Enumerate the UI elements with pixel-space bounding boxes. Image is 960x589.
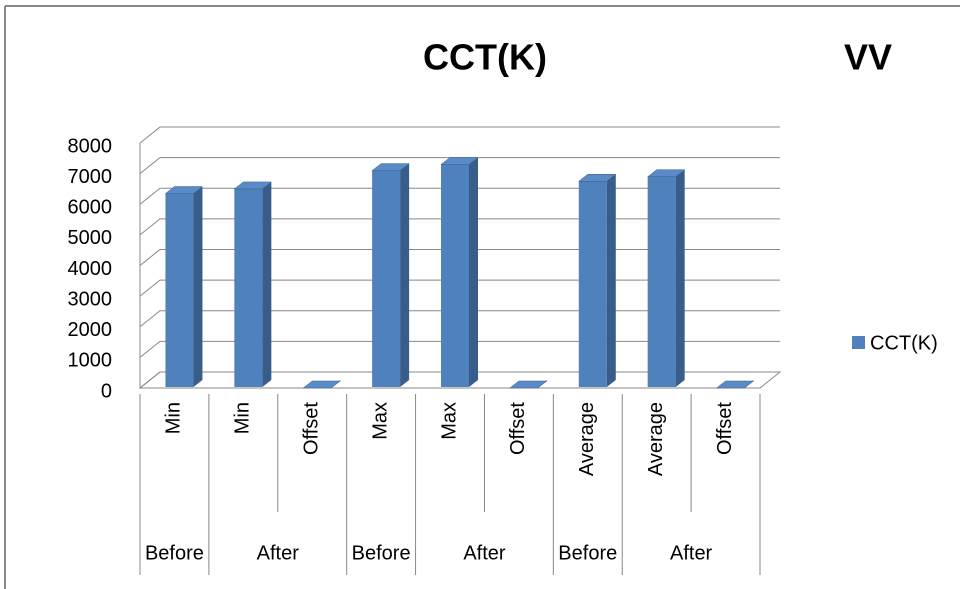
bar-front	[165, 193, 194, 387]
y-tick-label: 1000	[68, 350, 113, 372]
y-tick-label: 0	[101, 380, 112, 402]
bar	[164, 186, 204, 387]
grid-line	[139, 157, 780, 175]
chart-title: CCT(K)	[423, 37, 547, 78]
y-tick-label: 7000	[68, 166, 113, 188]
grid-line	[139, 218, 780, 236]
bar	[646, 169, 686, 387]
grid-line	[139, 310, 780, 328]
grid-line	[139, 340, 780, 358]
x-tick-label: Average	[576, 402, 598, 476]
bar-top	[578, 174, 617, 182]
bar	[233, 181, 273, 387]
y-tick-label: 8000	[68, 135, 113, 157]
grid-line	[139, 126, 780, 144]
y-tick-label: 2000	[68, 319, 113, 341]
y-tick-label: 3000	[68, 288, 113, 310]
bar-front	[441, 164, 469, 387]
bar	[509, 380, 548, 389]
group-label: After	[463, 542, 506, 564]
grid-line	[139, 279, 780, 297]
bar-front	[647, 176, 676, 387]
legend-label: CCT(K)	[870, 332, 938, 354]
bar-front	[234, 188, 263, 387]
annotation: VV	[844, 37, 892, 78]
y-tick-label: 6000	[68, 197, 113, 219]
bar	[302, 380, 341, 389]
x-tick-label: Average	[645, 402, 667, 476]
group-label: Before	[558, 542, 617, 564]
x-tick-label: Max	[369, 402, 391, 440]
y-tick-label: 5000	[68, 227, 113, 249]
legend-swatch	[852, 336, 865, 349]
bar	[371, 163, 410, 387]
bar-front	[372, 170, 401, 387]
x-tick-label: Offset	[714, 402, 736, 455]
grid-line	[139, 249, 780, 266]
bar	[578, 174, 617, 387]
bar-top	[302, 380, 341, 389]
x-tick-label: Min	[163, 402, 185, 434]
bar-side	[400, 163, 410, 387]
group-label: After	[257, 542, 300, 564]
x-tick-label: Offset	[507, 402, 529, 455]
bar-side	[193, 186, 203, 387]
bar-top	[509, 380, 548, 389]
bar-top	[164, 186, 204, 194]
x-tick-label: Min	[232, 402, 254, 434]
bar-side	[262, 181, 272, 387]
group-label: Before	[352, 542, 411, 564]
bar-side	[469, 157, 478, 387]
bar	[715, 380, 755, 389]
x-tick-label: Offset	[301, 402, 323, 455]
group-label: After	[670, 542, 713, 564]
bar-front	[578, 181, 607, 387]
group-label: Before	[145, 542, 204, 564]
bar-top	[715, 380, 755, 389]
bar-side	[606, 174, 616, 387]
bar-top	[233, 181, 273, 190]
bar	[440, 157, 479, 387]
bar-side	[675, 169, 685, 387]
y-tick-label: 4000	[68, 258, 113, 280]
bar-top	[646, 169, 686, 177]
bar-top	[371, 163, 410, 171]
bar-top	[440, 157, 479, 165]
x-tick-label: Max	[438, 402, 460, 440]
grid-line	[139, 371, 780, 389]
grid-line	[139, 187, 780, 205]
